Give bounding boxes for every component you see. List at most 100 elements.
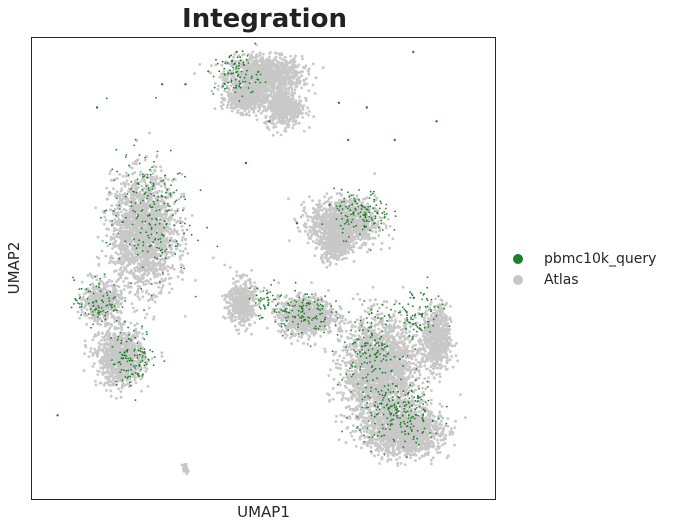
atlas-point	[156, 272, 160, 276]
atlas-point	[118, 197, 122, 201]
atlas-point	[276, 60, 280, 64]
atlas-point	[166, 257, 169, 260]
atlas-point	[108, 383, 112, 387]
atlas-point	[217, 84, 220, 88]
atlas-point	[179, 263, 183, 266]
atlas-point	[151, 175, 155, 179]
atlas-point	[275, 77, 278, 81]
atlas-point	[152, 315, 156, 319]
atlas-point	[105, 234, 109, 238]
atlas-point	[229, 77, 233, 80]
atlas-point	[282, 94, 286, 98]
atlas-point	[300, 70, 303, 73]
atlas-point	[261, 61, 264, 65]
atlas-point	[251, 62, 255, 66]
atlas-point	[305, 82, 309, 86]
atlas-point	[230, 62, 234, 66]
atlas-point	[233, 60, 237, 63]
atlas-point	[140, 289, 144, 293]
atlas-point	[243, 82, 247, 86]
atlas-point	[275, 70, 278, 73]
atlas-point	[121, 263, 124, 266]
atlas-point	[284, 91, 287, 94]
atlas-point	[283, 55, 287, 59]
atlas-point	[141, 260, 144, 264]
atlas-point	[88, 294, 91, 298]
atlas-point	[149, 269, 152, 272]
atlas-point	[159, 265, 162, 269]
atlas-point	[255, 59, 259, 63]
atlas-point	[149, 175, 153, 179]
atlas-point	[154, 165, 158, 169]
atlas-point	[220, 101, 223, 104]
atlas-point	[118, 192, 122, 196]
atlas-point	[307, 67, 311, 71]
atlas-point	[112, 227, 116, 230]
atlas-point	[160, 268, 163, 271]
atlas-point	[114, 299, 118, 302]
atlas-point	[84, 345, 88, 349]
atlas-point	[114, 239, 118, 243]
atlas-point	[140, 224, 144, 228]
atlas-point	[123, 208, 126, 212]
atlas-point	[170, 243, 174, 247]
atlas-point	[261, 96, 264, 99]
atlas-point	[179, 270, 183, 274]
atlas-point	[123, 185, 127, 188]
atlas-point	[121, 248, 125, 252]
atlas-point	[173, 209, 177, 213]
atlas-point	[93, 347, 96, 351]
scatter-plot	[56, 42, 467, 476]
atlas-point	[92, 335, 96, 338]
atlas-point	[264, 87, 267, 91]
atlas-point	[89, 347, 93, 350]
atlas-point	[120, 301, 123, 305]
atlas-point	[257, 87, 261, 91]
atlas-point	[180, 238, 184, 242]
atlas-point	[279, 116, 283, 120]
atlas-point	[225, 106, 229, 109]
atlas-point	[159, 165, 162, 169]
atlas-point	[117, 305, 120, 309]
atlas-point	[117, 294, 121, 298]
atlas-point	[183, 315, 187, 318]
atlas-point	[144, 282, 148, 286]
atlas-point	[101, 312, 105, 316]
atlas-point	[80, 280, 84, 284]
atlas-point	[123, 212, 127, 216]
atlas-point	[274, 109, 278, 112]
atlas-point	[306, 106, 309, 110]
atlas-point	[285, 118, 289, 122]
atlas-point	[160, 190, 164, 194]
atlas-point	[135, 309, 139, 312]
atlas-point	[161, 237, 165, 241]
atlas-point	[135, 227, 138, 231]
atlas-point	[147, 306, 151, 310]
atlas-point	[289, 93, 293, 97]
atlas-point	[137, 207, 141, 211]
atlas-point	[84, 303, 87, 307]
atlas-point	[194, 279, 197, 282]
atlas-point	[300, 74, 304, 77]
atlas-point	[106, 312, 110, 315]
atlas-point	[275, 52, 278, 55]
atlas-point	[256, 63, 259, 67]
atlas-point	[143, 158, 147, 162]
atlas-point	[182, 192, 186, 196]
atlas-point	[112, 270, 116, 273]
atlas-point	[135, 187, 138, 191]
atlas-point	[180, 224, 184, 228]
atlas-point	[124, 171, 128, 175]
atlas-point	[138, 190, 142, 194]
atlas-point	[153, 235, 157, 239]
atlas-point	[258, 54, 262, 57]
atlas-point	[254, 114, 258, 117]
atlas-point	[126, 284, 130, 288]
atlas-point	[130, 220, 134, 224]
atlas-point	[220, 63, 224, 67]
atlas-point	[267, 93, 271, 97]
atlas-point	[148, 131, 151, 135]
atlas-point	[127, 215, 131, 219]
atlas-point	[239, 113, 243, 117]
atlas-point	[288, 103, 292, 106]
